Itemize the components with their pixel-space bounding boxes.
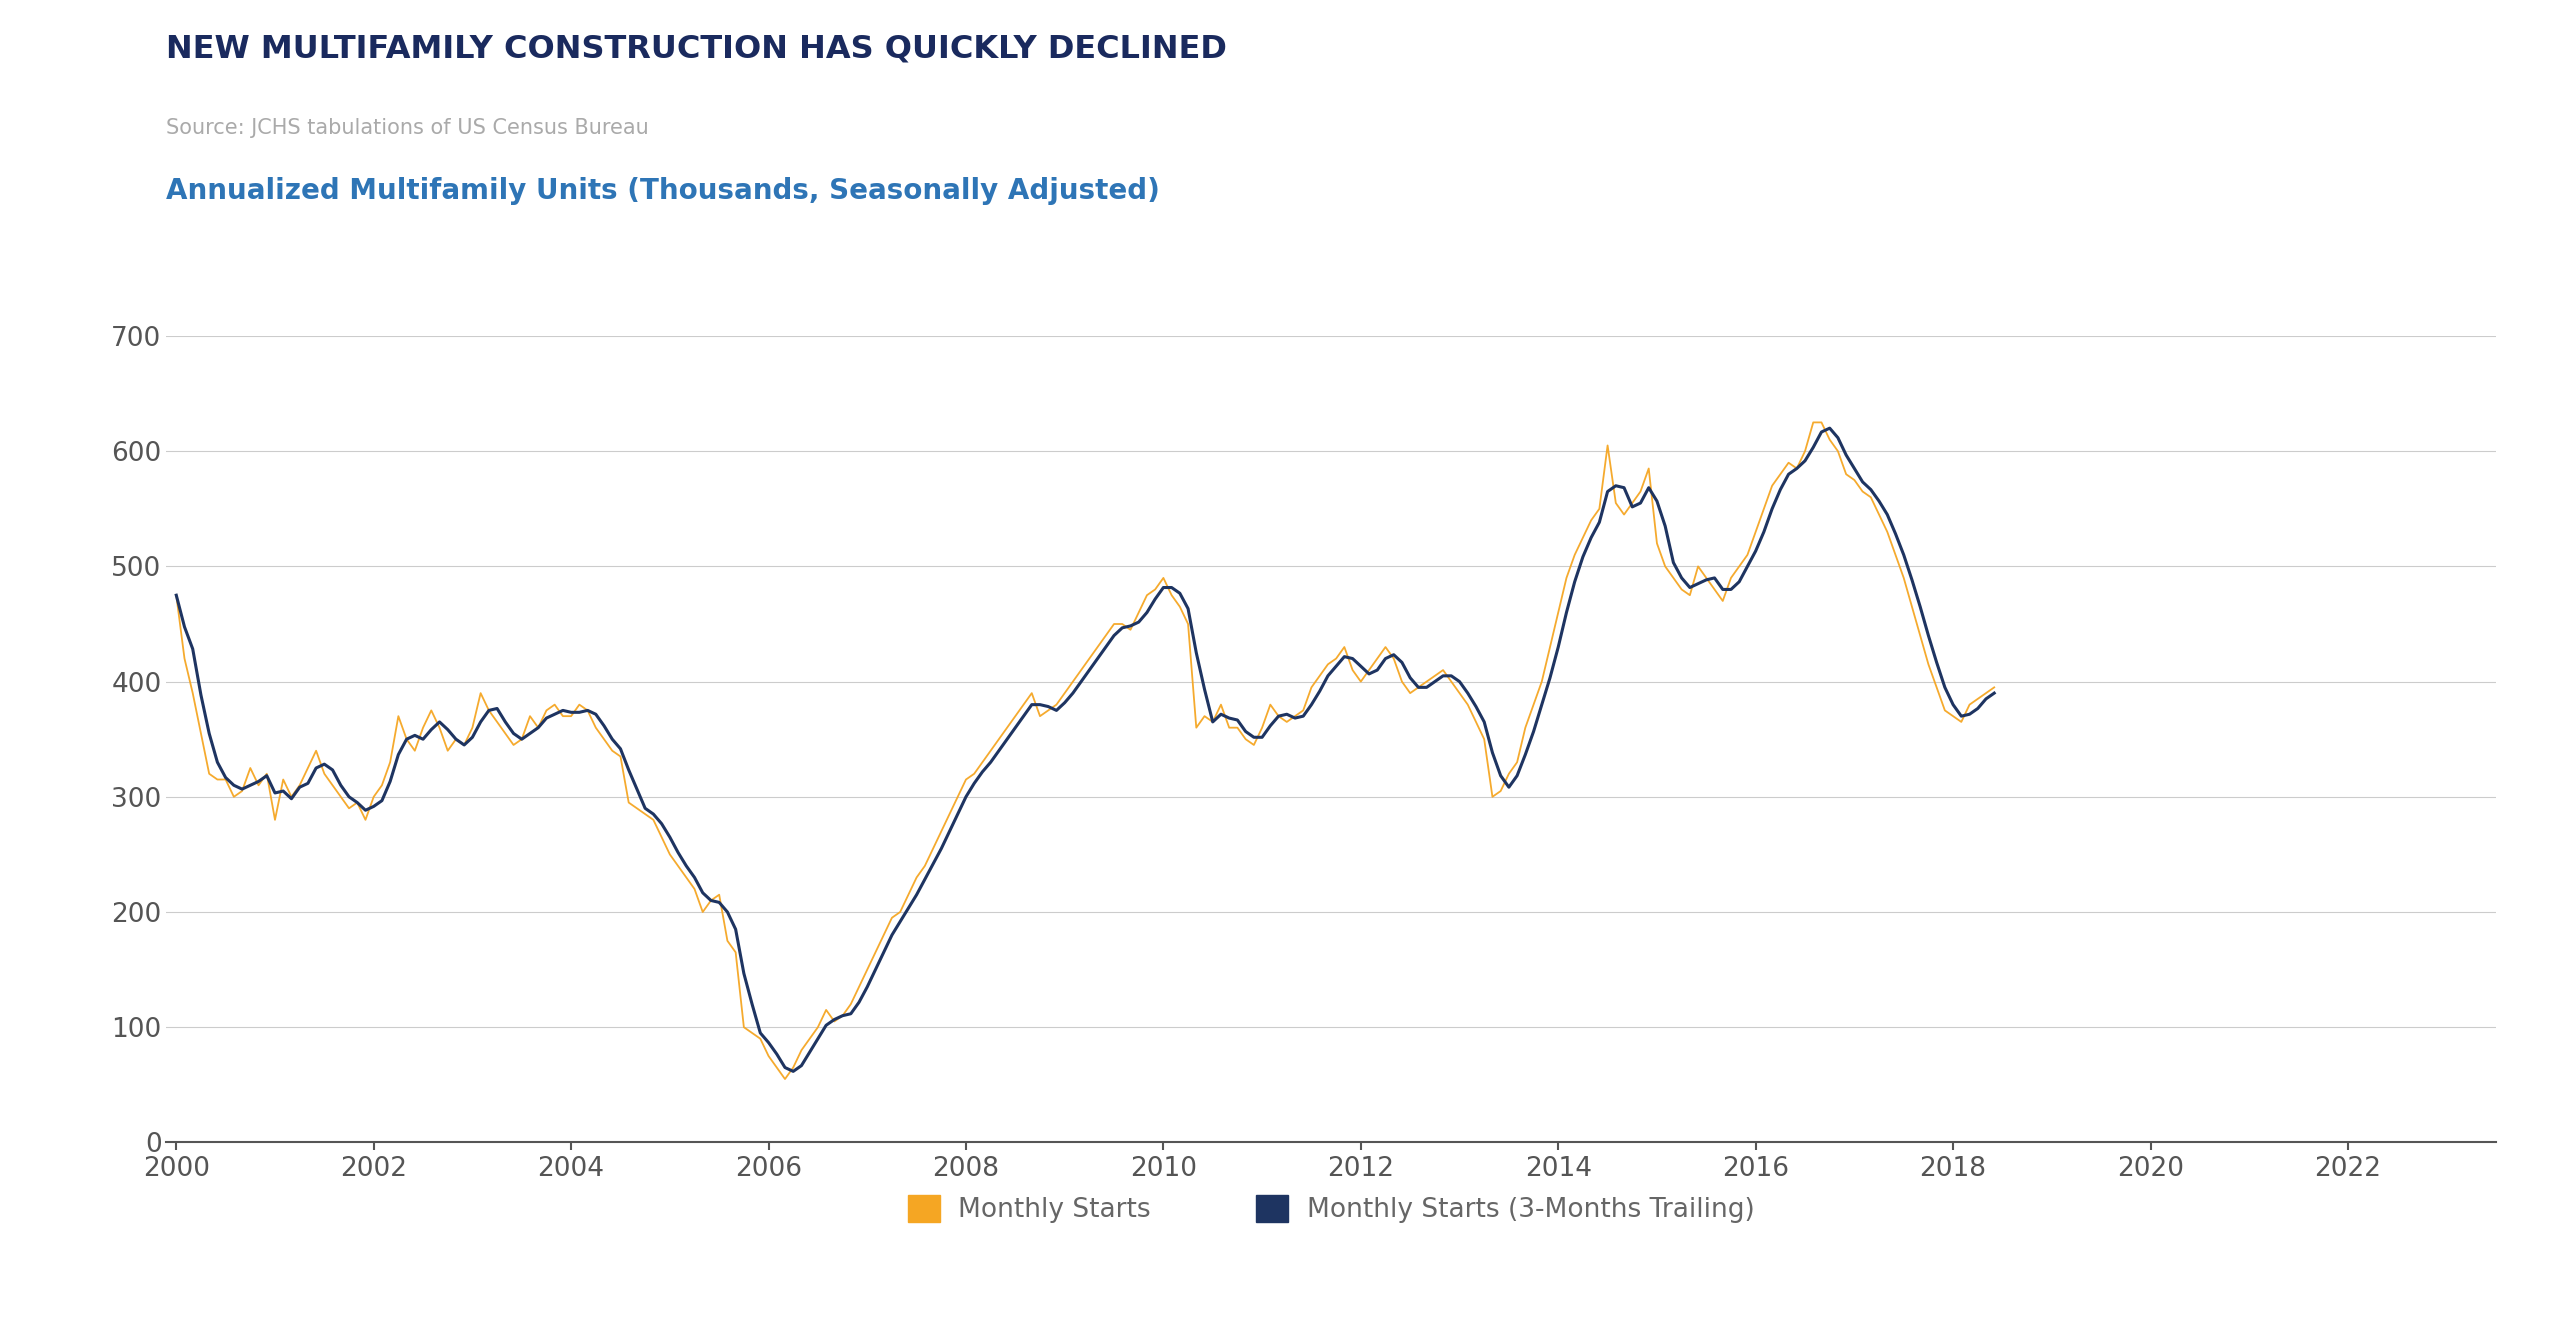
Legend: Monthly Starts, Monthly Starts (3-Months Trailing): Monthly Starts, Monthly Starts (3-Months… bbox=[899, 1184, 1764, 1234]
Text: Annualized Multifamily Units (Thousands, Seasonally Adjusted): Annualized Multifamily Units (Thousands,… bbox=[166, 177, 1160, 206]
Text: Source: JCHS tabulations of US Census Bureau: Source: JCHS tabulations of US Census Bu… bbox=[166, 118, 650, 138]
Text: NEW MULTIFAMILY CONSTRUCTION HAS QUICKLY DECLINED: NEW MULTIFAMILY CONSTRUCTION HAS QUICKLY… bbox=[166, 34, 1226, 65]
